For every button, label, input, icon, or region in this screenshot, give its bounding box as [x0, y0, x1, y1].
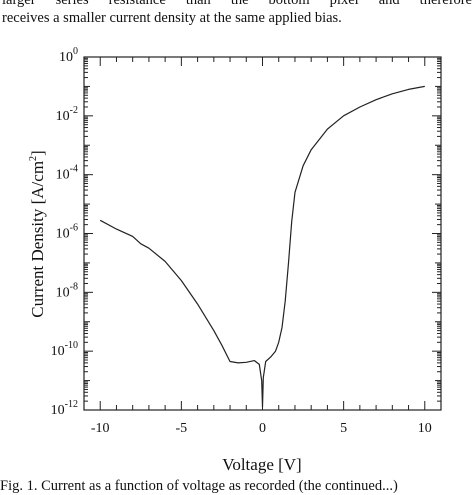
x-tick-label: -10 [91, 421, 110, 436]
body-text-line-2: receives a smaller current density at th… [2, 10, 342, 26]
x-tick-label: 10 [418, 421, 432, 436]
body-text-line-1: larger series resistance than the bottom… [2, 0, 472, 8]
x-tick-label: -5 [176, 421, 188, 436]
y-tick-label: 10-12 [51, 399, 78, 418]
plot-frame [83, 56, 442, 411]
y-tick-label: 100 [59, 46, 78, 65]
tick-labels: -10 -5 0 5 10 100 10-2 10-4 10-6 10-8 10-10 10-12 [51, 46, 432, 436]
caption-fragment: Fig. 1. Current as a function of voltage… [0, 478, 398, 494]
x-tick-label: 0 [259, 421, 266, 436]
axis-ticks [83, 56, 442, 411]
y-tick-label: 10-8 [56, 281, 78, 300]
y-axis-label-group: Current Density [A/cm2] [28, 150, 47, 317]
y-axis-label: Current Density [A/cm2] [28, 150, 47, 317]
y-tick-label: 10-10 [51, 340, 78, 359]
series-line [99, 85, 425, 408]
y-tick-label: 10-2 [56, 105, 78, 124]
y-tick-label: 10-4 [56, 164, 78, 183]
x-axis-label: Voltage [V] [222, 455, 301, 474]
x-tick-label: 5 [340, 421, 347, 436]
y-tick-label: 10-6 [56, 223, 78, 242]
